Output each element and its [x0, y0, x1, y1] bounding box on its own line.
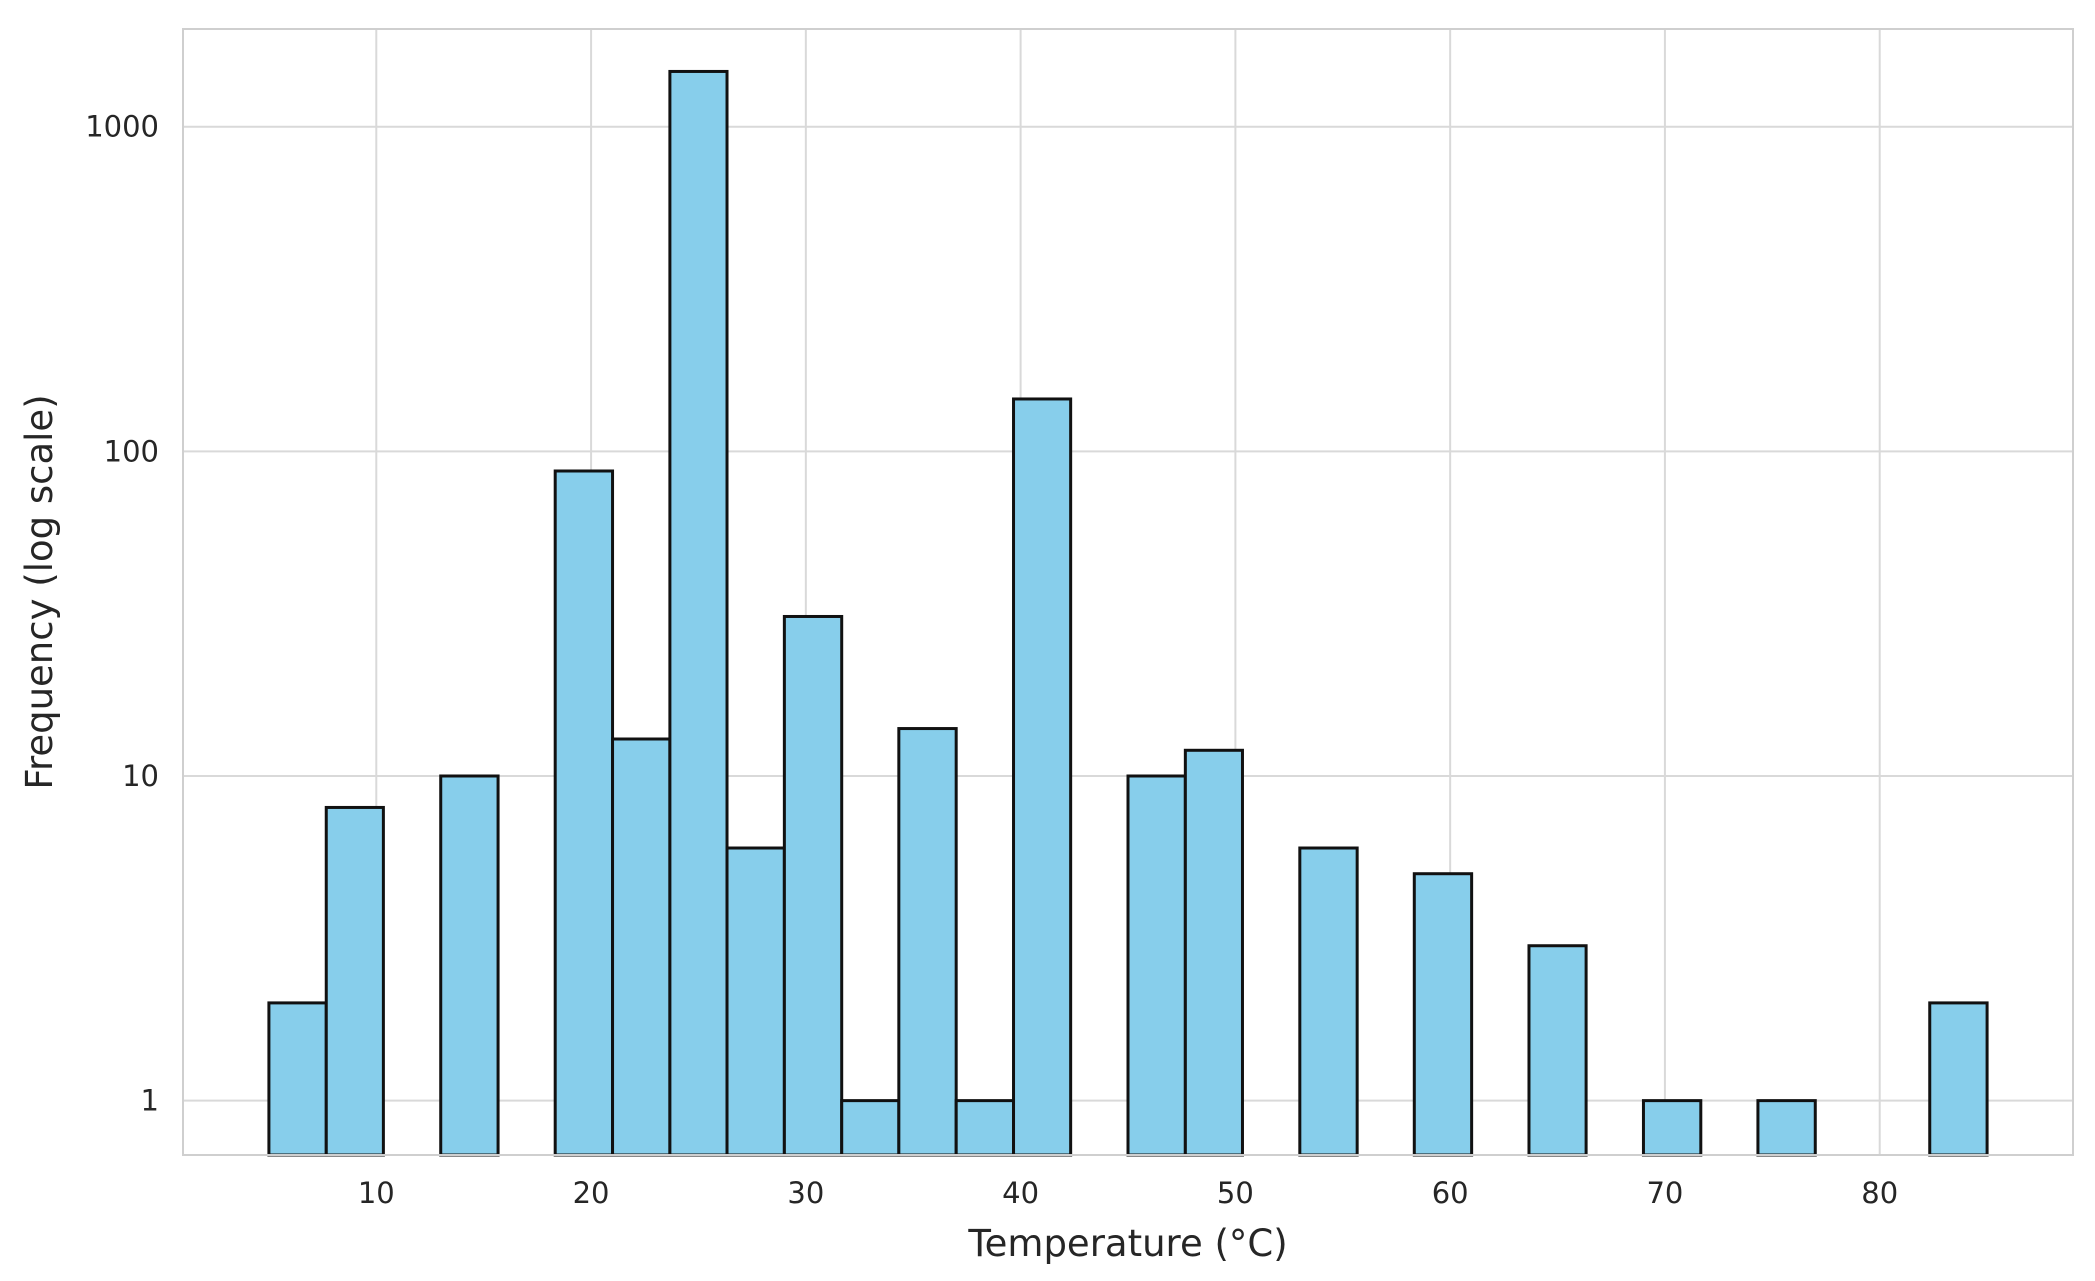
y-axis-title: Frequency (log scale) — [18, 394, 61, 789]
histogram-bar — [897, 727, 958, 1157]
x-tick-label: 40 — [1002, 1176, 1039, 1210]
histogram-bar — [1928, 1001, 1989, 1157]
histogram-bar — [840, 1099, 901, 1157]
histogram-bar — [1412, 872, 1474, 1157]
bars — [267, 69, 1989, 1157]
histogram-bar — [1012, 397, 1073, 1157]
x-tick-label: 50 — [1217, 1176, 1254, 1210]
histogram-bar — [954, 1099, 1016, 1157]
histogram-bar — [1527, 944, 1588, 1157]
plot-frame — [182, 28, 2074, 1156]
y-tick-label: 10 — [122, 759, 159, 793]
x-tick-label: 30 — [787, 1176, 824, 1210]
histogram-bar — [439, 774, 500, 1157]
histogram-bar — [725, 846, 786, 1157]
histogram-bar — [1641, 1099, 1703, 1157]
y-axis-ticks: 1 10 100 1000 — [85, 110, 159, 1118]
x-tick-label: 60 — [1432, 1176, 1469, 1210]
histogram-bar — [782, 614, 844, 1157]
histogram-bar — [324, 805, 385, 1157]
histogram-bar — [553, 469, 615, 1157]
histogram-bar — [1183, 748, 1244, 1157]
histogram-bar — [1298, 846, 1359, 1157]
histogram-bar — [611, 737, 672, 1157]
y-tick-label: 100 — [104, 434, 159, 468]
y-tick-label: 1000 — [85, 110, 159, 144]
x-axis-title: Temperature (°C) — [967, 1222, 1287, 1265]
plot-border — [182, 28, 2074, 1156]
x-tick-label: 80 — [1861, 1176, 1898, 1210]
x-tick-label: 10 — [358, 1176, 395, 1210]
histogram-bar — [668, 69, 729, 1157]
histogram-bar — [1126, 774, 1187, 1157]
x-tick-label: 70 — [1646, 1176, 1683, 1210]
x-tick-label: 20 — [573, 1176, 610, 1210]
x-axis-ticks: 10 20 30 40 50 60 70 80 — [358, 1176, 1898, 1210]
y-tick-label: 1 — [141, 1084, 159, 1118]
histogram-bar — [267, 1001, 328, 1157]
histogram-bar — [1756, 1099, 1817, 1157]
